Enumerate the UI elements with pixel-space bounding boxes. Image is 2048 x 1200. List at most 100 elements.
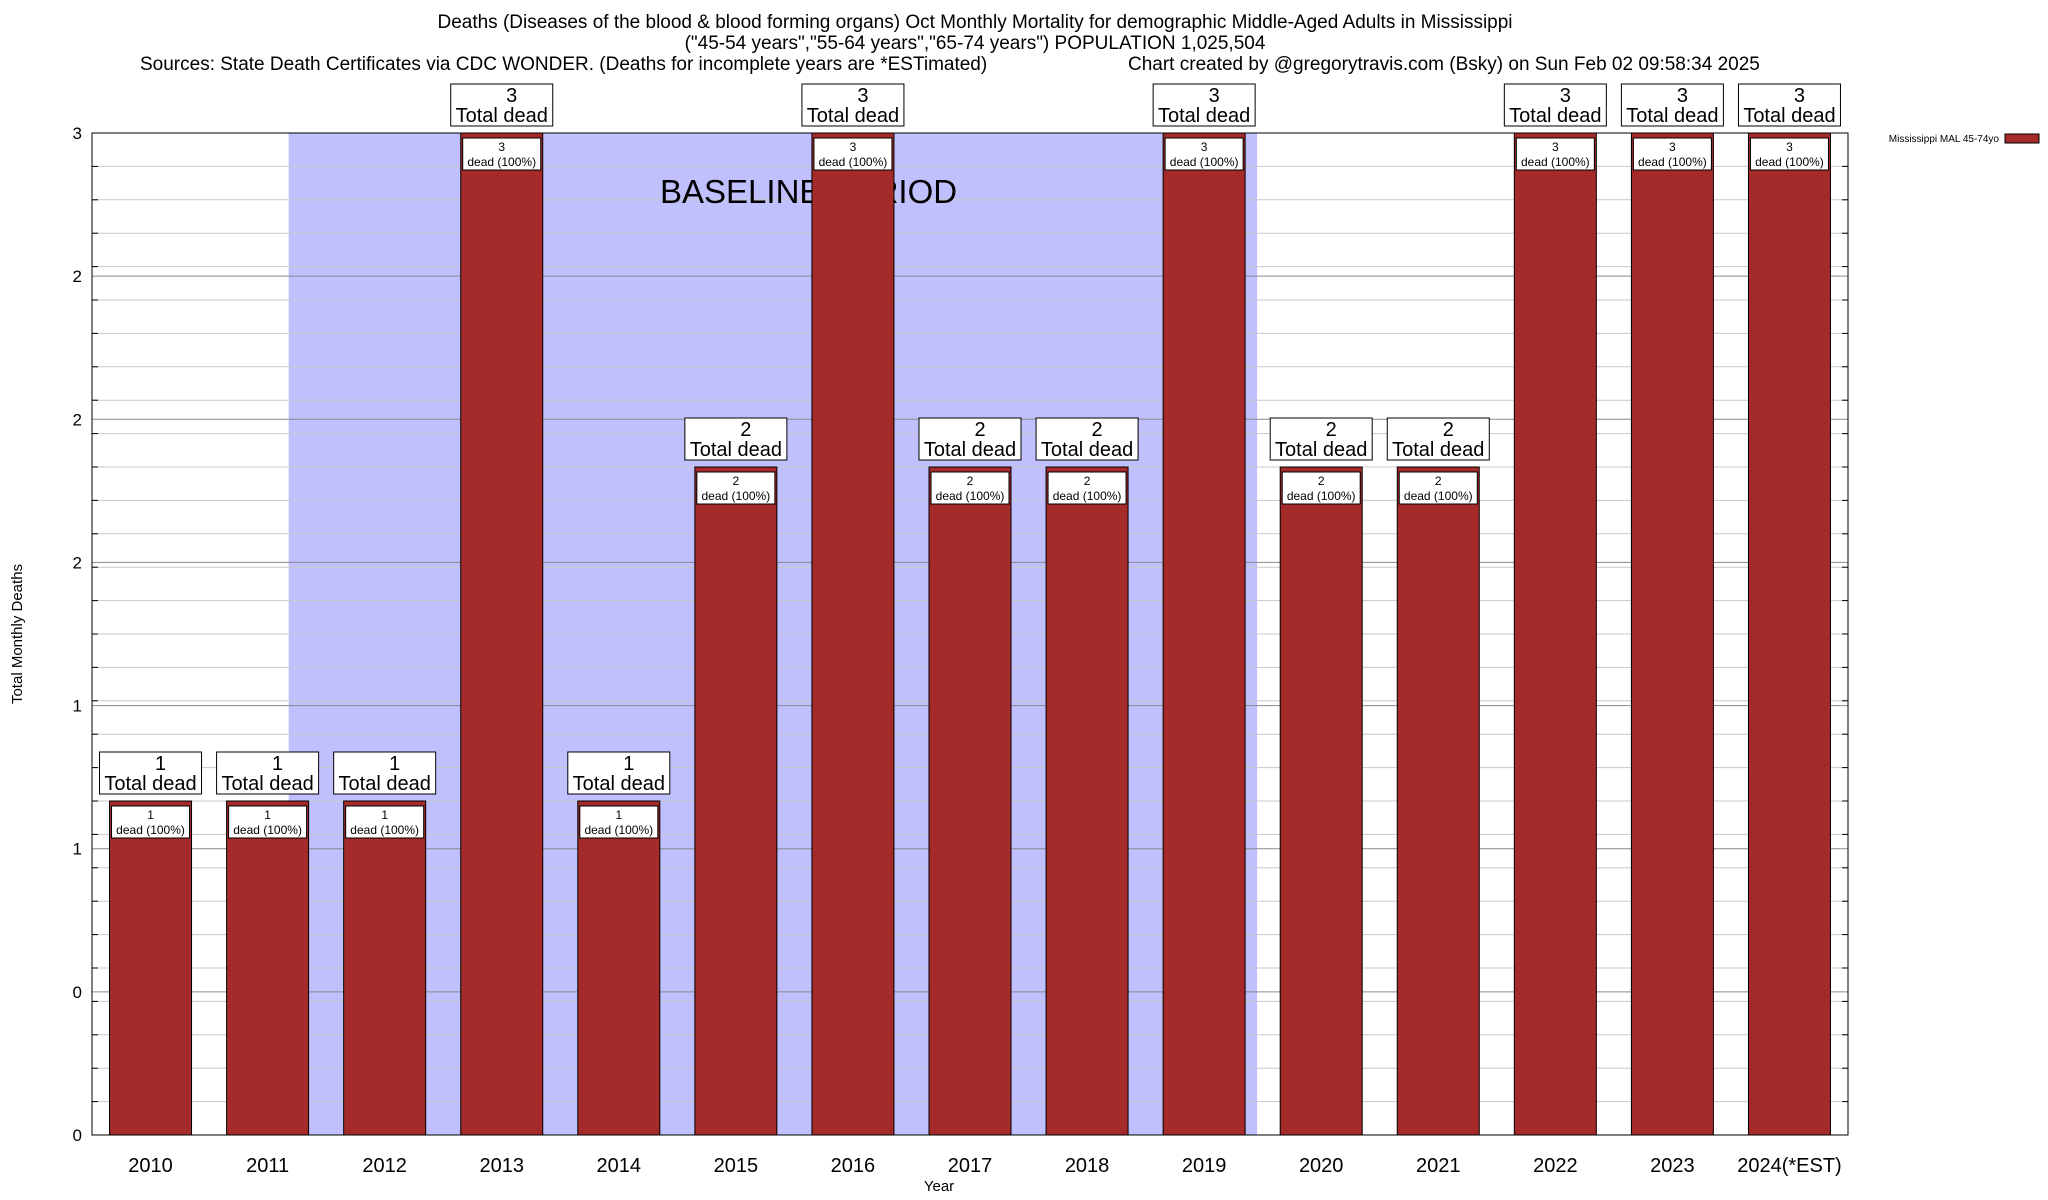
x-tick-label: 2014 [597,1155,642,1177]
x-tick-label: 2022 [1533,1155,1578,1177]
total-label-box [567,751,671,795]
inner-label-value: 2 [1318,474,1325,488]
x-tick-label: 2010 [128,1155,173,1177]
inner-label-box [228,805,308,839]
inner-label-text: dead (100%) [584,823,653,837]
inner-label-value: 3 [850,140,857,154]
inner-label-value: 2 [967,474,974,488]
x-tick-label: 2016 [831,1155,876,1177]
total-label-value: 1 [623,753,634,775]
inner-label-value: 1 [264,808,271,822]
total-label-box [1737,83,1841,127]
inner-label-value: 3 [1552,140,1559,154]
inner-label-text: dead (100%) [1755,155,1824,169]
bar-2018 [1045,466,1129,1136]
inner-label-box [345,805,425,839]
total-label-text: Total dead [573,773,665,795]
bar-2011 [226,800,310,1136]
y-tick-label: 0 [73,983,82,1002]
bar-2024(*EST) [1747,132,1831,1136]
legend-swatch [2004,133,2040,144]
legend-label: Mississippi MAL 45-74yo [1889,134,2000,145]
total-label-box [1503,83,1607,127]
x-tick-label: 2015 [714,1155,759,1177]
bar-2020 [1279,466,1363,1136]
inner-label-box [813,137,893,171]
total-label-text: Total dead [1509,105,1601,127]
inner-label-box [1515,137,1595,171]
inner-label-text: dead (100%) [1638,155,1707,169]
y-axis-label: Total Monthly Deaths [9,564,26,704]
inner-label-text: dead (100%) [350,823,419,837]
y-tick-label: 2 [73,410,82,429]
total-label-value: 2 [740,419,751,441]
inner-label-text: dead (100%) [1404,489,1473,503]
inner-label-text: dead (100%) [702,489,771,503]
y-tick-label: 2 [73,267,82,286]
inner-label-value: 3 [1786,140,1793,154]
total-label-value: 3 [1794,85,1805,107]
inner-label-text: dead (100%) [819,155,888,169]
total-label-text: Total dead [807,105,899,127]
total-label-text: Total dead [339,773,431,795]
x-tick-label: 2020 [1299,1155,1344,1177]
total-label-box [333,751,437,795]
total-label-value: 2 [1092,419,1103,441]
x-tick-label: 2018 [1065,1155,1110,1177]
inner-label-box [1632,137,1712,171]
inner-label-value: 3 [1201,140,1208,154]
inner-label-value: 1 [381,808,388,822]
total-label-value: 1 [272,753,283,775]
total-label-value: 3 [1677,85,1688,107]
total-label-text: Total dead [104,773,196,795]
total-label-box [450,83,554,127]
inner-label-box [1398,471,1478,505]
x-tick-label: 2023 [1650,1155,1695,1177]
total-label-text: Total dead [690,439,782,461]
inner-label-text: dead (100%) [936,489,1005,503]
x-tick-label: 2012 [362,1155,407,1177]
chart-subtitle: ("45-54 years","55-64 years","65-74 year… [684,33,1266,54]
y-tick-label: 0 [73,1126,82,1145]
y-tick-label: 1 [73,697,82,716]
inner-label-value: 2 [733,474,740,488]
x-tick-label: 2024(*EST) [1737,1155,1842,1177]
bar-2019 [1162,132,1246,1136]
total-label-text: Total dead [1275,439,1367,461]
inner-label-box [1047,471,1127,505]
x-tick-label: 2011 [246,1155,289,1177]
inner-label-value: 2 [1435,474,1442,488]
total-label-box [1035,417,1139,461]
total-label-text: Total dead [221,773,313,795]
inner-label-value: 2 [1084,474,1091,488]
total-label-box [1152,83,1256,127]
total-label-box [918,417,1022,461]
y-tick-label: 2 [73,553,82,572]
total-label-box [801,83,905,127]
bar-2010 [109,800,193,1136]
baseline-label: BASELINE PERIOD [660,173,957,210]
inner-label-text: dead (100%) [1521,155,1590,169]
total-label-text: Total dead [456,105,548,127]
x-tick-label: 2017 [948,1155,993,1177]
chart-sources: Sources: State Death Certificates via CD… [140,54,988,75]
total-label-box [684,417,788,461]
bar-2021 [1396,466,1480,1136]
total-label-text: Total dead [1392,439,1484,461]
bar-2023 [1630,132,1714,1136]
total-label-value: 3 [1209,85,1220,107]
inner-label-value: 1 [147,808,154,822]
inner-label-box [930,471,1010,505]
inner-label-value: 3 [498,140,505,154]
inner-label-text: dead (100%) [1053,489,1122,503]
x-tick-label: 2013 [479,1155,524,1177]
bar-2016 [811,132,895,1136]
inner-label-box [696,471,776,505]
bar-2014 [577,800,661,1136]
inner-label-text: dead (100%) [467,155,536,169]
total-label-value: 2 [1443,419,1454,441]
inner-label-box [1281,471,1361,505]
total-label-text: Total dead [1041,439,1133,461]
total-label-text: Total dead [924,439,1016,461]
bar-2022 [1513,132,1597,1136]
